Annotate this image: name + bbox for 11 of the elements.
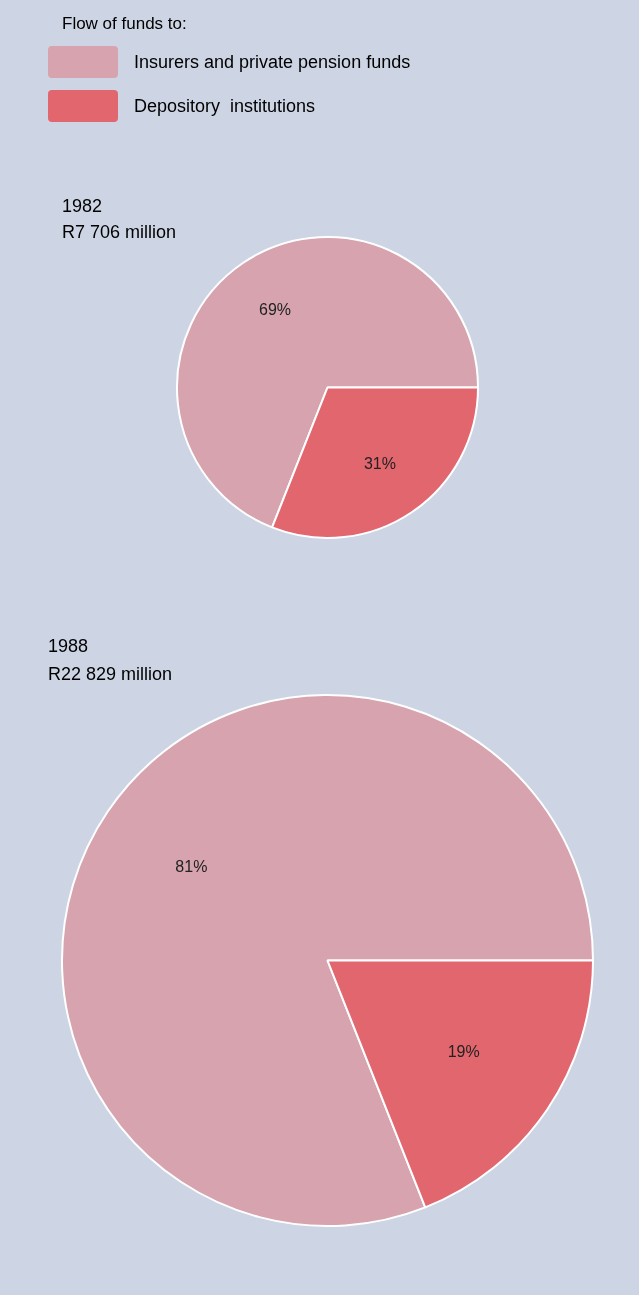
legend-label: Insurers and private pension funds — [134, 51, 411, 73]
data-label: 69% — [259, 300, 292, 318]
data-label: 81% — [175, 858, 208, 876]
data-label: 19% — [447, 1043, 480, 1061]
chart-title: 1988 — [48, 636, 89, 657]
legend-title: Flow of funds to: — [62, 14, 188, 34]
text: 1982 — [62, 196, 103, 217]
chart-subtitle: R22 829 million — [48, 664, 173, 685]
legend-label: Depository institutions — [134, 95, 316, 117]
data-label: 31% — [363, 455, 396, 473]
text: R7 706 million — [62, 222, 177, 243]
